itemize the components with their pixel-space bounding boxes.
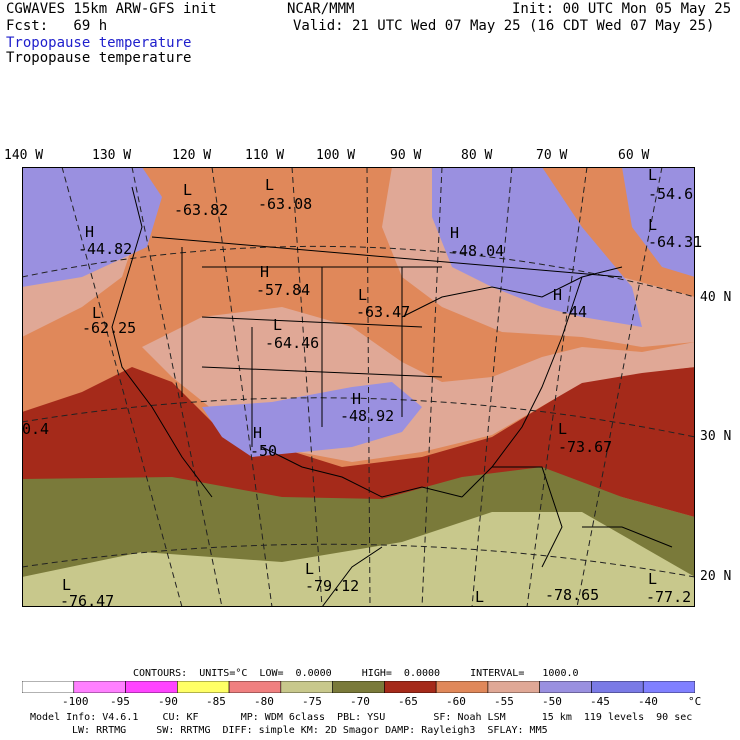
high-value: -44.82 xyxy=(78,240,133,258)
legend-swatch xyxy=(642,681,695,693)
lon-label: 140 W xyxy=(4,148,44,163)
legend-swatch xyxy=(539,681,592,693)
lon-label: 80 W xyxy=(461,148,493,163)
model-info-line1: Model Info: V4.6.1 CU: KF MP: WDM 6class… xyxy=(30,712,693,723)
field-band-purple-northeast xyxy=(432,167,642,327)
low-label: L xyxy=(92,304,102,322)
legend-unit: °C xyxy=(688,695,702,708)
legend-swatch xyxy=(591,681,644,693)
legend-tick: -45 xyxy=(590,695,610,708)
color-legend-bar xyxy=(22,681,695,693)
high-value: -57.84 xyxy=(256,281,311,299)
low-value: -64.46 xyxy=(265,334,320,352)
lon-label: 70 W xyxy=(536,148,568,163)
legend-tick: -95 xyxy=(110,695,130,708)
legend-swatch xyxy=(177,681,230,693)
model-title: CGWAVES 15km ARW-GFS init xyxy=(6,1,217,17)
low-label: L xyxy=(305,560,315,578)
lat-label: 20 N xyxy=(700,569,732,584)
low-label: L xyxy=(648,216,658,234)
legend-swatch xyxy=(22,681,75,693)
high-label: H xyxy=(352,390,362,408)
lon-label: 90 W xyxy=(390,148,422,163)
high-label: H xyxy=(253,424,263,442)
legend-tick: -100 xyxy=(62,695,89,708)
low-label: L xyxy=(648,166,658,184)
high-label: H xyxy=(450,224,460,242)
tropopause-temperature-map xyxy=(22,167,695,607)
legend-swatch xyxy=(435,681,489,693)
model-info-line2: LW: RRTMG SW: RRTMG DIFF: simple KM: 2D … xyxy=(72,725,548,736)
low-value: -62.25 xyxy=(82,319,137,337)
high-label: H xyxy=(85,223,95,241)
low-label: L xyxy=(183,181,193,199)
field-title-1: Tropopause temperature xyxy=(6,35,192,51)
low-label: L xyxy=(358,286,368,304)
field-band-dark-red xyxy=(22,367,695,517)
high-value: -48.04 xyxy=(450,242,505,260)
lon-label: 110 W xyxy=(245,148,285,163)
field-title-2: Tropopause temperature xyxy=(6,50,192,66)
legend-tick: -40 xyxy=(638,695,658,708)
lat-label: 40 N xyxy=(700,290,732,305)
low-value: -79.12 xyxy=(305,577,360,595)
lon-label: 60 W xyxy=(618,148,650,163)
legend-swatch xyxy=(125,681,178,693)
legend-swatch xyxy=(73,681,126,693)
field-band-olive xyxy=(22,457,695,577)
low-value: -78.65 xyxy=(545,586,600,604)
high-value: -50 xyxy=(250,442,278,460)
low-label: L xyxy=(62,576,72,594)
low-value: -76.47 xyxy=(60,592,115,610)
field-band-purple-east xyxy=(622,167,695,277)
legend-swatch xyxy=(332,681,385,693)
org-label: NCAR/MMM xyxy=(287,1,355,17)
legend-tick: -55 xyxy=(494,695,514,708)
edge-value: 0.4 xyxy=(22,420,50,438)
low-value: -63.47 xyxy=(356,303,411,321)
high-label: H xyxy=(260,263,270,281)
legend-swatch xyxy=(487,681,540,693)
legend-tick: -70 xyxy=(350,695,370,708)
low-value: -63.08 xyxy=(258,195,313,213)
low-value: -64.31 xyxy=(648,233,703,251)
high-value: -48.92 xyxy=(340,407,395,425)
lon-label: 120 W xyxy=(172,148,212,163)
low-value: -73.67 xyxy=(558,438,613,456)
high-label: H xyxy=(553,286,563,304)
valid-time: Valid: 21 UTC Wed 07 May 25 (16 CDT Wed … xyxy=(293,18,715,34)
low-value: -63.82 xyxy=(174,201,229,219)
legend-tick: -85 xyxy=(206,695,226,708)
legend-swatch xyxy=(384,681,437,693)
low-label: L xyxy=(648,570,658,588)
legend-tick: -65 xyxy=(398,695,418,708)
legend-tick: -60 xyxy=(446,695,466,708)
field-band-purple-central xyxy=(202,382,422,457)
legend-swatch xyxy=(228,681,282,693)
high-value: -44 xyxy=(560,303,588,321)
low-value: -54.6 xyxy=(648,185,694,203)
legend-tick: -90 xyxy=(158,695,178,708)
field-band-purple-northwest xyxy=(22,167,162,287)
low-label: L xyxy=(558,420,568,438)
legend-tick: -80 xyxy=(254,695,274,708)
init-time: Init: 00 UTC Mon 05 May 25 xyxy=(512,1,732,17)
low-value: -77.2 xyxy=(646,588,692,606)
low-label: L xyxy=(273,316,283,334)
legend-tick: -75 xyxy=(302,695,322,708)
lat-label: 30 N xyxy=(700,429,732,444)
legend-swatch xyxy=(280,681,333,693)
field-band-khaki xyxy=(22,497,695,607)
low-label: L xyxy=(265,176,275,194)
lon-label: 100 W xyxy=(316,148,356,163)
low-label: L xyxy=(475,588,485,606)
contours-info: CONTOURS: UNITS=°C LOW= 0.0000 HIGH= 0.0… xyxy=(133,668,579,679)
forecast-hour: Fcst: 69 h xyxy=(6,18,108,34)
lon-label: 130 W xyxy=(92,148,132,163)
legend-tick: -50 xyxy=(542,695,562,708)
